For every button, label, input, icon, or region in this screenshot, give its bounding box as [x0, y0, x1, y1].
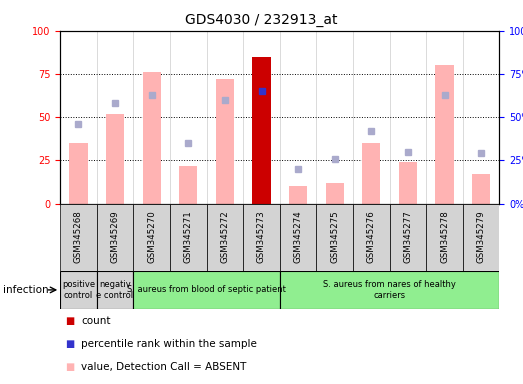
Bar — [106, 114, 124, 204]
Text: GSM345275: GSM345275 — [330, 211, 339, 263]
Bar — [133, 204, 170, 271]
Bar — [472, 174, 491, 204]
Text: percentile rank within the sample: percentile rank within the sample — [81, 339, 257, 349]
Text: positive
control: positive control — [62, 280, 95, 300]
Bar — [216, 79, 234, 204]
Text: value, Detection Call = ABSENT: value, Detection Call = ABSENT — [81, 362, 246, 372]
Text: GDS4030 / 232913_at: GDS4030 / 232913_at — [185, 13, 338, 27]
Text: negativ
e control: negativ e control — [97, 280, 133, 300]
Text: ■: ■ — [65, 316, 75, 326]
Text: count: count — [81, 316, 110, 326]
Text: GSM345272: GSM345272 — [220, 211, 230, 263]
Bar — [325, 183, 344, 204]
Bar — [399, 162, 417, 204]
Bar — [69, 143, 87, 204]
Bar — [179, 166, 198, 204]
Text: S. aureus from nares of healthy
carriers: S. aureus from nares of healthy carriers — [323, 280, 456, 300]
Text: ■: ■ — [65, 362, 75, 372]
Bar — [133, 271, 280, 309]
Bar — [435, 65, 453, 204]
Bar — [60, 271, 97, 309]
Bar — [170, 204, 207, 271]
Text: GSM345274: GSM345274 — [293, 211, 303, 263]
Bar — [463, 204, 499, 271]
Bar — [426, 204, 463, 271]
Text: GSM345270: GSM345270 — [147, 211, 156, 263]
Bar — [390, 204, 426, 271]
Text: GSM345273: GSM345273 — [257, 211, 266, 263]
Text: infection: infection — [3, 285, 48, 295]
Text: GSM345269: GSM345269 — [110, 211, 120, 263]
Text: GSM345278: GSM345278 — [440, 211, 449, 263]
Bar — [289, 186, 307, 204]
Bar — [362, 143, 381, 204]
Bar — [280, 271, 499, 309]
Text: ■: ■ — [65, 339, 75, 349]
Text: GSM345271: GSM345271 — [184, 211, 193, 263]
Bar — [97, 204, 133, 271]
Bar — [253, 56, 271, 204]
Bar — [97, 271, 133, 309]
Bar — [142, 72, 161, 204]
Text: GSM345277: GSM345277 — [403, 211, 413, 263]
Bar — [316, 204, 353, 271]
Text: S. aureus from blood of septic patient: S. aureus from blood of septic patient — [127, 285, 286, 295]
Bar — [353, 204, 390, 271]
Text: GSM345268: GSM345268 — [74, 211, 83, 263]
Bar — [60, 204, 97, 271]
Bar — [280, 204, 316, 271]
Bar — [243, 204, 280, 271]
Bar — [207, 204, 243, 271]
Text: GSM345276: GSM345276 — [367, 211, 376, 263]
Text: GSM345279: GSM345279 — [476, 211, 486, 263]
